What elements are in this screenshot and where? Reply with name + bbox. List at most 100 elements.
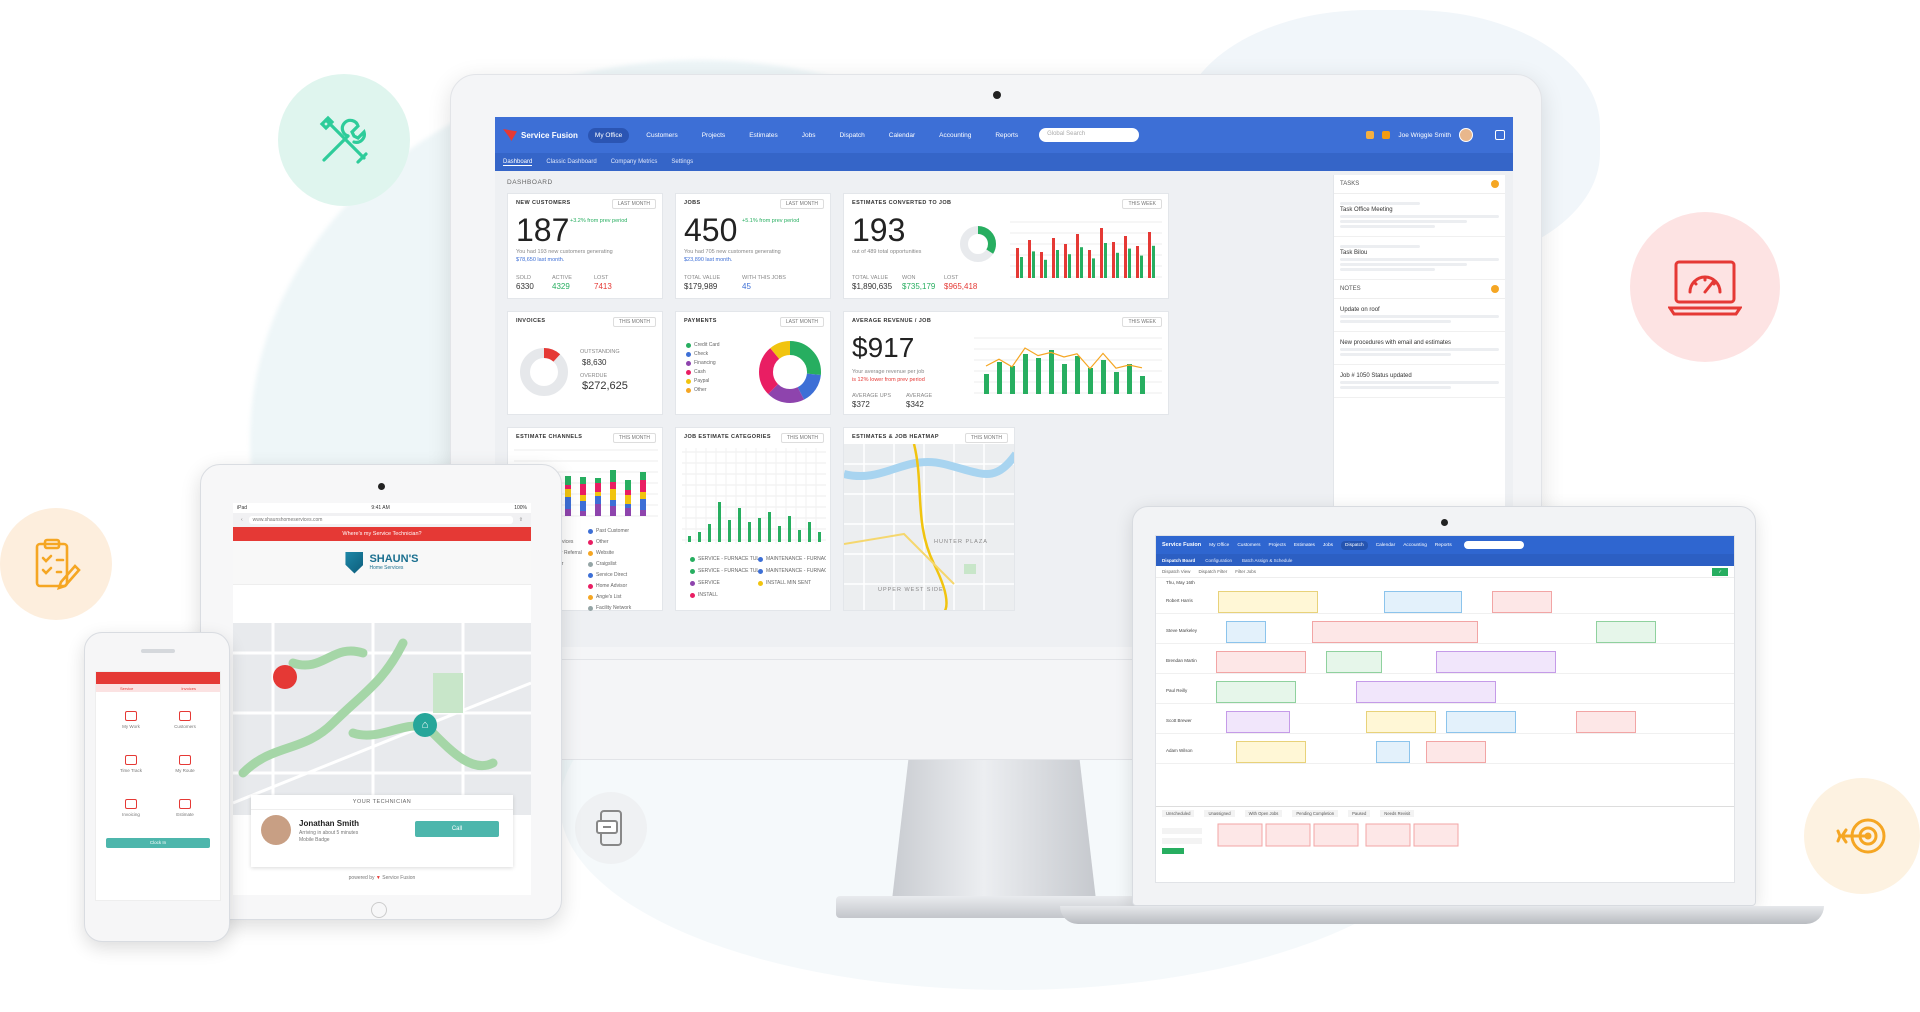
dispatch-view-button[interactable]: Dispatch View	[1162, 569, 1191, 574]
nav-dispatch[interactable]: Dispatch	[1341, 540, 1368, 550]
scheduled-job-block[interactable]	[1326, 651, 1382, 673]
dispatch-filter-button[interactable]: Dispatch Filter	[1198, 569, 1228, 574]
period-dropdown[interactable]: LAST MONTH	[611, 199, 656, 209]
scheduled-job-block[interactable]	[1366, 711, 1436, 733]
task-item[interactable]: Task Office Meeting	[1334, 194, 1505, 237]
subnav-company-metrics[interactable]: Company Metrics	[610, 159, 658, 165]
scheduled-job-block[interactable]	[1226, 621, 1266, 643]
menu-tile[interactable]: Time Track	[104, 742, 158, 786]
global-search-input[interactable]	[1463, 541, 1524, 549]
menu-tile[interactable]: My Work	[104, 698, 158, 742]
nav-projects[interactable]: Projects	[1268, 542, 1286, 548]
period-dropdown[interactable]: THIS MONTH	[612, 433, 656, 443]
save-button[interactable]: ✓	[1712, 567, 1728, 576]
scheduled-job-block[interactable]	[1426, 741, 1486, 763]
nav-calendar[interactable]: Calendar	[888, 131, 916, 139]
note-item[interactable]: New procedures with email and estimates	[1334, 332, 1505, 365]
scheduled-job-block[interactable]	[1446, 711, 1516, 733]
scheduled-job-block[interactable]	[1436, 651, 1556, 673]
period-dropdown[interactable]: LAST MONTH	[779, 199, 824, 209]
tab-service[interactable]: Service	[119, 685, 134, 691]
period-dropdown[interactable]: THIS MONTH	[964, 433, 1008, 443]
period-dropdown[interactable]: THIS MONTH	[612, 317, 656, 327]
user-name[interactable]: Joe Wriggle Smith	[1398, 131, 1451, 139]
subnav-settings[interactable]: Settings	[671, 159, 694, 165]
nav-projects[interactable]: Projects	[701, 131, 726, 139]
nav-jobs[interactable]: Jobs	[1322, 542, 1334, 548]
subnav-dispatch-board[interactable]: Dispatch Board	[1162, 557, 1196, 563]
job-status-tab[interactable]: Unscheduled	[1162, 810, 1195, 817]
clock-in-button[interactable]: Clock In	[106, 838, 210, 848]
nav-estimates[interactable]: Estimates	[749, 131, 778, 139]
note-item[interactable]: Update on roof	[1334, 299, 1505, 332]
nav-my-office[interactable]: My Office	[587, 127, 630, 143]
filter-jobs-button[interactable]: Filter Jobs	[1235, 569, 1256, 574]
unscheduled-job-cards[interactable]	[1156, 820, 1735, 880]
scheduled-job-block[interactable]	[1216, 651, 1306, 673]
job-status-tab[interactable]: Needs Revisit	[1380, 810, 1415, 817]
period-dropdown[interactable]: THIS MONTH	[780, 433, 824, 443]
logout-icon[interactable]	[1495, 130, 1505, 140]
job-status-tab[interactable]: With Open Jobs	[1244, 810, 1283, 817]
alert-icon[interactable]	[1382, 131, 1391, 139]
nav-jobs[interactable]: Jobs	[801, 131, 816, 139]
subnav-dashboard[interactable]: Dashboard	[503, 158, 533, 166]
scheduled-job-block[interactable]	[1576, 711, 1636, 733]
nav-dispatch[interactable]: Dispatch	[839, 131, 865, 139]
brand-logo[interactable]: Service Fusion	[1162, 542, 1202, 548]
period-dropdown[interactable]: LAST MONTH	[779, 317, 824, 327]
scheduled-job-block[interactable]	[1312, 621, 1478, 643]
scheduled-job-block[interactable]	[1384, 591, 1462, 613]
nav-customers[interactable]: Customers	[646, 131, 678, 139]
heatmap-map[interactable]	[844, 444, 1015, 611]
period-dropdown[interactable]: THIS WEEK	[1122, 317, 1162, 327]
call-button[interactable]: Call	[415, 821, 499, 837]
note-item[interactable]: Job # 1050 Status updated	[1334, 365, 1505, 398]
technician-location-marker[interactable]	[273, 665, 297, 689]
subnav-classic-dashboard[interactable]: Classic Dashboard	[546, 159, 597, 165]
task-item[interactable]: Task Bilou	[1334, 237, 1505, 280]
menu-tile[interactable]: Customers	[158, 698, 212, 742]
url-field[interactable]: www.shaunshomeservices.com	[248, 516, 513, 524]
tracking-map[interactable]: ⌂	[233, 623, 531, 815]
global-search-input[interactable]: Global Search	[1039, 128, 1140, 142]
avatar[interactable]	[1459, 128, 1473, 142]
scheduled-job-block[interactable]	[1356, 681, 1496, 703]
menu-tile[interactable]: Estimate	[158, 786, 212, 830]
scheduled-job-block[interactable]	[1216, 681, 1296, 703]
share-icon[interactable]: ⇪	[518, 517, 523, 523]
tab-invoices[interactable]: Invoices	[181, 685, 196, 691]
notification-icon[interactable]	[1366, 131, 1375, 139]
period-dropdown[interactable]: THIS WEEK	[1122, 199, 1162, 209]
job-status-tab[interactable]: Paused	[1348, 810, 1371, 817]
scheduled-job-block[interactable]	[1596, 621, 1656, 643]
laptop-top-navigation: Service Fusion My Office Customers Proje…	[1156, 536, 1734, 554]
add-task-button[interactable]	[1491, 180, 1499, 188]
job-status-tab[interactable]: Pending Completion	[1292, 810, 1339, 817]
home-button[interactable]	[371, 902, 387, 918]
scheduled-job-block[interactable]	[1226, 711, 1290, 733]
nav-calendar[interactable]: Calendar	[1375, 542, 1396, 548]
add-note-button[interactable]	[1491, 285, 1499, 293]
menu-tile[interactable]: Invoicing	[104, 786, 158, 830]
legend-label: Craigslist	[596, 561, 617, 567]
nav-my-office[interactable]: My Office	[1209, 542, 1230, 548]
subnav-configuration[interactable]: Configuration	[1205, 557, 1233, 563]
nav-customers[interactable]: Customers	[1237, 542, 1261, 548]
menu-tile[interactable]: My Route	[158, 742, 212, 786]
back-icon[interactable]: ‹	[241, 517, 243, 523]
job-status-tab[interactable]: Unassigned	[1204, 810, 1235, 817]
nav-reports[interactable]: Reports	[995, 131, 1019, 139]
scheduled-job-block[interactable]	[1236, 741, 1306, 763]
nav-accounting[interactable]: Accounting	[1403, 542, 1427, 548]
scheduled-job-block[interactable]	[1218, 591, 1318, 613]
scheduled-job-block[interactable]	[1492, 591, 1552, 613]
status-bar: iPad 9:41 AM 100%	[237, 505, 527, 511]
nav-accounting[interactable]: Accounting	[939, 131, 972, 139]
scheduled-job-block[interactable]	[1376, 741, 1410, 763]
nav-estimates[interactable]: Estimates	[1293, 542, 1315, 548]
brand-logo[interactable]: Service Fusion	[503, 129, 578, 141]
home-location-icon[interactable]: ⌂	[413, 713, 437, 737]
nav-reports[interactable]: Reports	[1434, 542, 1452, 548]
subnav-batch-assign[interactable]: Batch Assign & Schedule	[1242, 557, 1293, 563]
